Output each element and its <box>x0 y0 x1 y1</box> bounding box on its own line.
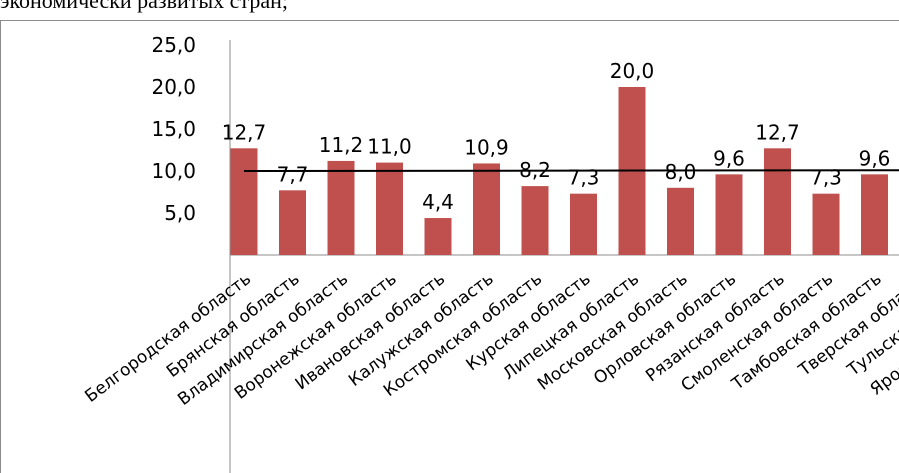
bar <box>376 162 403 255</box>
data-label: 11,0 <box>367 135 412 159</box>
data-label: 12,7 <box>755 120 800 144</box>
bar <box>521 186 549 255</box>
data-label: 8,0 <box>665 160 697 184</box>
data-label: 11,2 <box>319 133 364 157</box>
caption-text: экономически развитых стран; <box>0 0 288 13</box>
data-label: 20,0 <box>610 59 655 83</box>
data-label: 12,7 <box>222 120 267 144</box>
data-label: 7,3 <box>568 166 600 190</box>
data-label: 4,4 <box>422 190 454 214</box>
y-tick-label: 5,0 <box>164 201 196 225</box>
bar <box>230 148 258 255</box>
bar <box>424 218 452 255</box>
bar <box>812 193 840 255</box>
y-tick-label: 20,0 <box>151 75 196 99</box>
bar <box>327 160 355 255</box>
data-label: 10,9 <box>464 135 509 159</box>
data-label: 7,7 <box>277 162 309 186</box>
data-label: 7,3 <box>810 166 842 190</box>
bar <box>279 190 306 255</box>
bar <box>861 174 888 255</box>
bar <box>473 163 500 255</box>
data-label: 9,6 <box>859 146 891 170</box>
data-label: 9,6 <box>713 146 745 170</box>
trendline <box>243 169 899 173</box>
y-tick-label: 10,0 <box>151 159 196 183</box>
bar <box>667 187 694 255</box>
bar <box>715 174 743 255</box>
y-tick-label: 25,0 <box>151 33 196 57</box>
bar <box>764 148 791 255</box>
bar <box>570 193 597 255</box>
y-tick-label: 15,0 <box>151 117 196 141</box>
